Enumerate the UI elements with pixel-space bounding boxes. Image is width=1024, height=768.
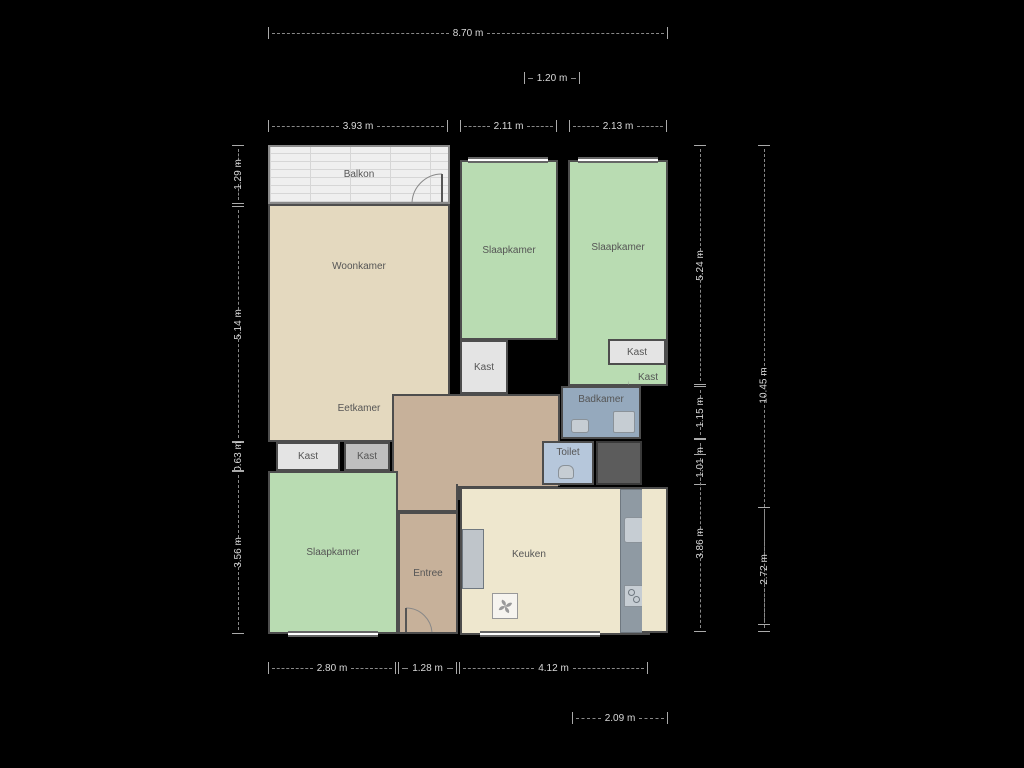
dim-label: 5.14 m <box>233 309 244 340</box>
window-icon <box>578 157 658 163</box>
dim-label: 1.15 m <box>695 397 706 428</box>
dim-top-outer: 8.70 m <box>268 25 668 41</box>
extractor-fan-icon <box>492 593 518 619</box>
dim-label: 3.56 m <box>233 537 244 568</box>
room-bathroom: Badkamer <box>561 386 641 439</box>
dim-left-2: 5.14 m <box>230 206 246 442</box>
room-label: Slaapkamer <box>591 242 644 253</box>
dim-label: 2.09 m <box>605 713 636 724</box>
shower-icon <box>613 411 635 433</box>
dim-label: 5.24 m <box>695 250 706 281</box>
window-icon <box>288 631 378 637</box>
room-label: Entree <box>413 568 442 579</box>
dim-label: 1.20 m <box>537 73 568 84</box>
dim-top-2: 2.11 m <box>460 118 557 134</box>
dim-top-gap: 1.20 m <box>524 70 580 86</box>
room-label: Badkamer <box>578 394 624 405</box>
room-closet-left-2: Kast <box>344 442 390 471</box>
room-label: Kast <box>627 347 647 358</box>
room-entry: Entree <box>398 512 458 634</box>
room-closet-mid: Kast <box>460 340 508 394</box>
dim-label: 3.93 m <box>343 121 374 132</box>
dim-label: 1.28 m <box>412 663 443 674</box>
room-label: Kast <box>638 372 658 383</box>
floorplan: Balkon Woonkamer Eetkamer Slaapkamer Sla… <box>268 145 668 625</box>
room-bedroom-bottom: Slaapkamer <box>268 471 398 634</box>
dim-top-3: 2.13 m <box>569 118 667 134</box>
dim-label: 2.80 m <box>317 663 348 674</box>
room-closet-left-1: Kast <box>276 442 340 471</box>
window-icon <box>480 631 600 637</box>
dim-right-2: 1.15 m <box>692 386 708 439</box>
dim-label: 2.72 m <box>759 554 770 585</box>
dim-left-4: 3.56 m <box>230 471 246 634</box>
dim-bot-1: 2.80 m <box>268 660 396 676</box>
room-bedroom-top-mid: Slaapkamer <box>460 160 558 340</box>
room-label: Keuken <box>512 549 546 560</box>
dim-label: 2.13 m <box>603 121 634 132</box>
dim-left-3: 0.63 m <box>230 442 246 471</box>
room-label: Toilet <box>556 447 579 458</box>
room-hall-upper <box>392 394 560 486</box>
dim-label: 2.11 m <box>494 121 524 132</box>
dim-right-1: 5.24 m <box>692 145 708 385</box>
room-label: Woonkamer <box>332 261 386 272</box>
dim-label: 1.29 m <box>233 159 244 190</box>
room-label: Slaapkamer <box>306 547 359 558</box>
dim-label: 0.63 m <box>233 441 244 472</box>
room-closet-right-2: Kast <box>628 367 668 387</box>
dim-bot-2: 1.28 m <box>398 660 457 676</box>
room-label: Kast <box>474 362 494 373</box>
floorplan-canvas: 8.70 m 1.20 m 3.93 m 2.11 m 2.13 m 1.29 … <box>0 0 1024 768</box>
dim-bot-gap: 2.09 m <box>572 710 668 726</box>
kitchen-counter-left <box>462 529 484 589</box>
dim-right-5: 2.72 m <box>756 507 772 632</box>
kitchen-bay <box>642 487 668 633</box>
room-secondary-label: Eetkamer <box>338 403 381 414</box>
room-utility-dark <box>596 441 642 485</box>
kitchen-sink-icon <box>624 517 644 543</box>
room-label: Kast <box>357 451 377 462</box>
dim-label: 10.45 m <box>759 367 770 403</box>
room-balkon: Balkon <box>268 145 450 204</box>
room-closet-right-1: Kast <box>608 339 666 365</box>
room-label: Slaapkamer <box>482 245 535 256</box>
window-icon <box>468 157 548 163</box>
sink-icon <box>571 419 589 433</box>
dim-label: 4.12 m <box>538 663 569 674</box>
room-hall-lower: Gang <box>392 484 458 512</box>
room-toilet: Toilet <box>542 441 594 485</box>
hob-icon <box>624 585 644 607</box>
dim-bot-3: 4.12 m <box>459 660 648 676</box>
toilet-icon <box>558 465 574 479</box>
room-kitchen: Keuken <box>460 487 650 635</box>
door-icon <box>406 608 432 634</box>
dim-top-1: 3.93 m <box>268 118 448 134</box>
dim-label: 8.70 m <box>453 28 484 39</box>
dim-left-1: 1.29 m <box>230 145 246 204</box>
dim-label: 3.86 m <box>695 528 706 559</box>
room-label: Kast <box>298 451 318 462</box>
dim-right-4: 3.86 m <box>692 454 708 632</box>
